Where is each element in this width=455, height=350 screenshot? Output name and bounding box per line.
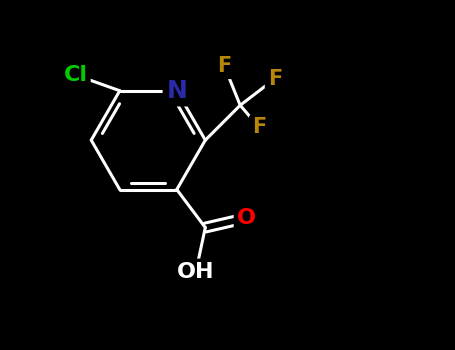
Text: N: N [167, 79, 187, 103]
Text: OH: OH [177, 262, 215, 282]
Text: O: O [237, 208, 256, 228]
Text: F: F [268, 69, 282, 89]
Text: F: F [252, 118, 266, 138]
Text: F: F [217, 56, 232, 76]
Text: Cl: Cl [63, 65, 87, 85]
